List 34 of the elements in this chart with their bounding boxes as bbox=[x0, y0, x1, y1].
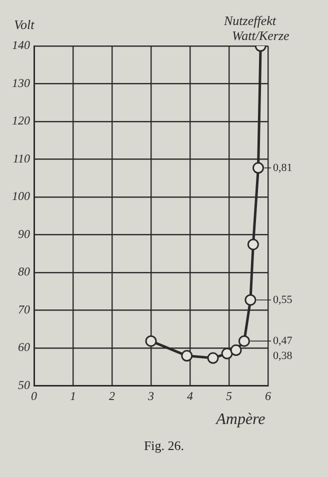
annotation: 0,81 bbox=[273, 162, 292, 174]
x-tick-label: 6 bbox=[265, 388, 271, 403]
y-tick-label: 120 bbox=[12, 114, 30, 128]
y-tick-label: 110 bbox=[12, 151, 30, 166]
point bbox=[181, 350, 193, 362]
annotation: 0,55 bbox=[273, 294, 293, 306]
point bbox=[247, 238, 259, 250]
caption: Fig. 26. bbox=[142, 438, 186, 454]
point bbox=[238, 335, 250, 347]
annotation: 0,47 bbox=[273, 334, 293, 347]
x-tick-label: 4 bbox=[187, 388, 193, 403]
x-axis-title: Ampère bbox=[215, 411, 266, 428]
point bbox=[221, 348, 233, 360]
x-tick-label: 3 bbox=[147, 388, 154, 403]
point bbox=[230, 344, 242, 356]
text: Nutzeffekt Watt/Kerze bbox=[223, 12, 290, 43]
point bbox=[252, 162, 264, 174]
y-tick-label: 90 bbox=[18, 226, 30, 241]
point bbox=[207, 352, 219, 364]
text: 0,38 bbox=[273, 350, 293, 362]
y-tick-label: 60 bbox=[18, 340, 30, 354]
y-tick-label: 140 bbox=[12, 38, 30, 52]
y-tick-label: 130 bbox=[12, 76, 30, 90]
x-tick-label: 2 bbox=[109, 388, 115, 403]
x-tick-label: 1 bbox=[70, 388, 76, 403]
x-tick-label: 0 bbox=[31, 388, 37, 403]
y-tick-label: 100 bbox=[12, 189, 30, 204]
y-tick-label: 70 bbox=[18, 302, 30, 316]
point bbox=[244, 294, 256, 306]
y-tick-label: 50 bbox=[18, 378, 30, 392]
y-axis-title: Volt bbox=[14, 16, 35, 32]
x-tick-label: 5 bbox=[226, 388, 232, 403]
y-tick-label: 80 bbox=[18, 264, 30, 279]
point bbox=[145, 335, 157, 347]
